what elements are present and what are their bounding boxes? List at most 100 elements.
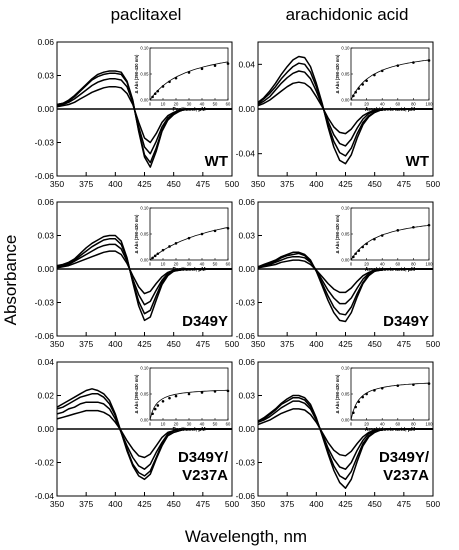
inset-x-tick-label: 80 <box>411 422 416 427</box>
inset-x-tick-label: 50 <box>213 102 218 107</box>
inset-data-point <box>161 85 165 88</box>
x-tick-label: 475 <box>397 499 411 509</box>
y-tick-label: 0.06 <box>37 37 54 47</box>
inset-x-tick-label: 40 <box>200 422 205 427</box>
inset-y-tick-label: 0.10 <box>341 46 350 51</box>
inset-y-tick-label: 0.10 <box>341 366 350 371</box>
spectrum-line <box>257 259 433 294</box>
inset-data-point <box>412 61 415 64</box>
panel-1-1: 350 375 400 425 450 475 500-0.06-0.030.000.030… <box>236 197 441 349</box>
panels-group: 350 375 400 425 450 475 500-0.06-0.030.000.030… <box>35 37 441 509</box>
inset-x-tick-label: 50 <box>213 262 218 267</box>
y-tick-label: -0.02 <box>35 458 55 468</box>
variant-label: D349Y/V237A <box>178 449 229 484</box>
inset-data-point <box>354 252 357 256</box>
panel-2-1: 350 375 400 425 450 475 500-0.06-0.030.000.030… <box>236 357 441 509</box>
inset-data-point <box>153 407 157 411</box>
x-tick-label: 500 <box>426 499 440 509</box>
inset-data-point <box>174 76 178 80</box>
x-tick-label: 475 <box>196 339 210 349</box>
y-tick-label: 0.02 <box>37 391 54 401</box>
inset-fit-curve <box>350 59 430 101</box>
inset-y-axis-label: Δ Abs (390-430 nm) <box>134 374 139 413</box>
variant-label: WT <box>205 153 228 170</box>
shared-y-axis-label: Absorbance <box>1 235 20 326</box>
x-tick-label: 375 <box>280 499 294 509</box>
inset-plot: 0 10 20 30 40 50 60 0.00 0.05 0.10 Paclitaxel, μM Δ… <box>134 366 231 434</box>
inset-plot: 0 20 40 60 80 100 0.00 0.05 0.10 Arachidonic acid… <box>335 366 433 434</box>
inset-data-point <box>174 242 178 245</box>
x-tick-label: 350 <box>50 179 64 189</box>
inset-data-point <box>153 254 157 258</box>
inset-y-axis-label: Δ Abs (390-430 nm) <box>134 214 139 253</box>
inset-data-point <box>361 83 365 86</box>
x-tick-label: 500 <box>426 179 440 189</box>
inset-x-tick-label: 0 <box>350 102 353 107</box>
inset-x-tick-label: 10 <box>161 102 166 107</box>
inset-x-tick-label: 0 <box>350 422 353 427</box>
y-tick-label: -0.06 <box>236 331 256 341</box>
panel-0-0: 350 375 400 425 450 475 500-0.06-0.030.000.030… <box>35 37 240 189</box>
inset-x-tick-label: 60 <box>395 262 400 267</box>
inset-data-point <box>427 223 431 227</box>
inset-x-tick-label: 30 <box>187 262 192 267</box>
inset-x-tick-label: 40 <box>200 102 205 107</box>
x-tick-label: 400 <box>108 499 122 509</box>
y-tick-label: -0.04 <box>236 149 256 159</box>
inset-data-point <box>352 94 355 98</box>
x-tick-label: 450 <box>368 499 382 509</box>
spectrum-line <box>56 234 232 322</box>
inset-x-tick-label: 30 <box>187 102 192 107</box>
y-tick-label: 0.00 <box>37 264 54 274</box>
y-tick-label: -0.03 <box>35 298 55 308</box>
inset-x-tick-label: 30 <box>187 422 192 427</box>
inset-data-point <box>168 80 171 84</box>
spectrum-line <box>257 394 433 489</box>
inset-data-point <box>200 232 204 236</box>
inset-x-tick-label: 20 <box>364 422 369 427</box>
inset-data-point <box>427 382 431 385</box>
x-tick-label: 500 <box>426 339 440 349</box>
inset-x-tick-label: 10 <box>161 422 166 427</box>
inset-data-point <box>161 399 165 403</box>
y-tick-label: 0.04 <box>37 357 54 367</box>
x-tick-label: 475 <box>196 179 210 189</box>
inset-data-point <box>226 62 230 65</box>
variant-label: D349Y <box>383 313 429 330</box>
inset-data-point <box>361 395 365 399</box>
x-tick-label: 475 <box>397 339 411 349</box>
inset-data-point <box>396 64 400 67</box>
inset-data-point <box>354 405 357 409</box>
inset-x-tick-label: 40 <box>380 262 385 267</box>
variant-label: D349Y/V237A <box>379 449 430 484</box>
shared-x-axis-label: Wavelength, nm <box>185 527 307 546</box>
y-tick-label: 0.00 <box>37 424 54 434</box>
inset-data-point <box>396 384 400 387</box>
inset-data-point <box>213 390 217 393</box>
x-tick-label: 500 <box>225 179 239 189</box>
inset-frame <box>350 47 430 101</box>
inset-x-tick-label: 80 <box>411 262 416 267</box>
inset-data-point <box>352 255 355 259</box>
inset-y-tick-label: 0.05 <box>140 232 149 237</box>
inset-data-point <box>380 234 384 237</box>
inset-data-point <box>151 256 154 260</box>
inset-x-tick-label: 100 <box>426 102 434 107</box>
inset-y-tick-label: 0.10 <box>341 206 350 211</box>
inset-data-point <box>380 69 384 73</box>
x-tick-label: 500 <box>225 499 239 509</box>
inset-x-tick-label: 40 <box>380 102 385 107</box>
x-tick-label: 350 <box>251 499 265 509</box>
inset-y-tick-label: 0.00 <box>140 418 149 423</box>
x-tick-label: 425 <box>338 499 352 509</box>
inset-x-tick-label: 60 <box>395 422 400 427</box>
inset-x-axis-label: Arachidonic acid, μM <box>365 427 415 433</box>
inset-x-tick-label: 0 <box>149 102 152 107</box>
y-tick-label: -0.03 <box>236 458 256 468</box>
inset-x-tick-label: 0 <box>350 262 353 267</box>
inset-x-tick-label: 20 <box>364 262 369 267</box>
y-tick-label: 0.00 <box>238 264 255 274</box>
inset-y-axis-label: Δ Abs (390-430 nm) <box>335 374 340 413</box>
x-tick-label: 375 <box>79 179 93 189</box>
panel-0-1: 350 375 400 425 450 475 500 -0.04 0.00 0.04 WT 0 20 4… <box>236 41 440 189</box>
